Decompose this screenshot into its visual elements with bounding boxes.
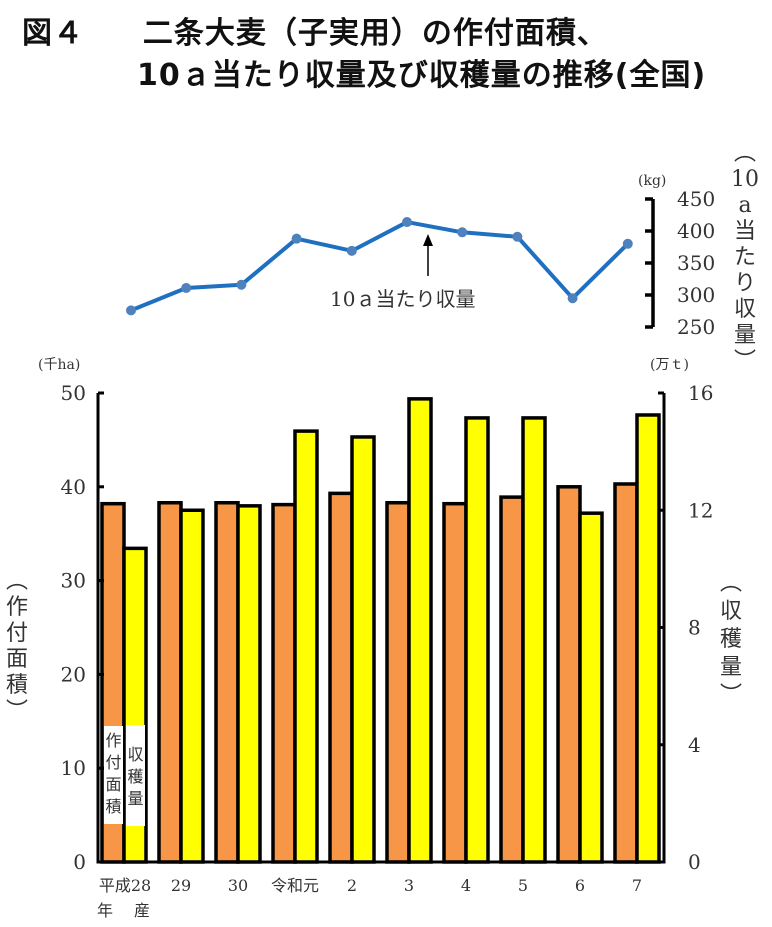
left-axis-title-char: 作 <box>6 595 28 620</box>
yield-axis-unit: (kg) <box>638 173 666 189</box>
yield-marker <box>512 231 523 242</box>
bar-area <box>328 491 354 864</box>
yield-axis-title-char: 10 <box>731 167 759 192</box>
right-axis-title-char: 穫 <box>720 627 742 652</box>
left-axis-tick-label: 0 <box>73 850 86 874</box>
x-axis-label: 29 <box>171 876 191 895</box>
bar-area <box>271 502 297 864</box>
chart-title-line2: 10ａ当たり収量及び収穫量の推移(全国) <box>137 58 707 93</box>
right-axis-tick-label: 12 <box>688 498 713 522</box>
x-axis-label-san: 産 <box>134 901 150 920</box>
title-text-1: 二条大麦（子実用）の作付面積、 <box>142 16 608 51</box>
right-axis-title-char: 量 <box>720 655 742 680</box>
yield-axis-tick-label: 250 <box>677 315 715 339</box>
bar-area <box>613 482 639 864</box>
bar-harvest <box>179 508 205 864</box>
yield-axis-title-char: た <box>734 245 756 270</box>
x-axis-label: 4 <box>461 876 471 895</box>
bar-area <box>157 500 183 864</box>
x-axis-label: 5 <box>518 876 528 895</box>
bar-area <box>499 495 525 864</box>
left-axis-tick-label: 20 <box>61 662 86 686</box>
bar-area <box>214 500 240 864</box>
left-axis-unit: (千ha) <box>38 357 80 373</box>
legend-area-box <box>104 726 123 824</box>
x-axis-label: 令和元 <box>271 876 319 895</box>
yield-line <box>130 220 630 313</box>
x-axis-label: 6 <box>575 876 585 895</box>
left-axis-title-char: ︵ <box>6 569 28 594</box>
x-axis-label: 平成28 <box>99 876 151 895</box>
yield-axis-tick-label: 300 <box>677 283 715 307</box>
bar-harvest <box>521 416 547 864</box>
right-axis-unit: (万ｔ) <box>650 357 689 373</box>
yield-marker <box>567 293 578 304</box>
right-axis-title-char: ︵ <box>720 571 742 596</box>
legend-harvest-label: 量 <box>127 789 143 808</box>
yield-marker <box>181 282 192 293</box>
right-axis-tick-label: 0 <box>688 850 701 874</box>
legend-area-label: 付 <box>105 753 121 772</box>
yield-marker <box>622 238 633 249</box>
bar-harvest <box>407 397 433 864</box>
left-axis-tick-label: 10 <box>61 756 86 780</box>
bar-harvest <box>464 416 490 864</box>
bar-area <box>556 485 582 864</box>
right-axis-title-char: 収 <box>720 599 742 624</box>
x-axis-label: 30 <box>228 876 248 895</box>
x-axis-label: 3 <box>404 876 414 895</box>
right-axis-tick-label: 16 <box>688 381 713 405</box>
annotation-arrow-head <box>423 234 433 246</box>
yield-axis-title-char: り <box>734 271 756 296</box>
yield-axis-tick-label: 400 <box>677 219 715 243</box>
legend-area-label: 面 <box>105 775 121 794</box>
yield-axis-title-char: ︵ <box>734 141 756 166</box>
legend-area-label: 積 <box>105 797 121 816</box>
bar-harvest <box>578 511 604 864</box>
left-axis-title-char: 付 <box>6 621 28 646</box>
left-axis-title-char: 面 <box>6 647 28 672</box>
legend-harvest-label: 収 <box>127 745 143 764</box>
left-axis-tick-label: 40 <box>61 475 86 499</box>
yield-axis-tick-label: 450 <box>677 187 715 211</box>
legend-harvest-box <box>126 725 145 826</box>
yield-axis-title-char: 当 <box>734 219 756 244</box>
yield-axis-title-char: 収 <box>734 297 756 322</box>
chart-title-line1: 図４ 二条大麦（子実用）の作付面積、 <box>22 8 608 52</box>
left-axis-title-char: 積 <box>6 673 28 698</box>
bar-area <box>442 501 468 864</box>
yield-marker <box>126 305 136 316</box>
yield-marker <box>457 227 468 238</box>
x-axis-label-nen: 年 <box>97 901 113 920</box>
right-axis-tick-label: 8 <box>688 616 701 640</box>
bar-harvest <box>635 413 661 864</box>
yield-axis-title-char: a <box>738 193 751 218</box>
right-axis-title-char: ︶ <box>720 683 742 708</box>
left-axis-title-char: ︶ <box>6 699 28 724</box>
left-axis-tick-label: 50 <box>61 381 86 405</box>
yield-marker <box>236 279 247 290</box>
bar-area <box>385 500 411 864</box>
yield-marker <box>402 217 412 228</box>
yield-annotation-label: 10ａ当たり収量 <box>330 287 475 311</box>
bar-harvest <box>350 435 376 864</box>
right-axis-tick-label: 4 <box>688 733 701 757</box>
left-axis-tick-label: 30 <box>61 569 86 593</box>
bar-harvest <box>236 504 262 864</box>
yield-axis-title-char: 量 <box>734 323 756 348</box>
legend-harvest-label: 穫 <box>127 767 143 786</box>
yield-marker <box>291 233 302 244</box>
x-axis-label: 2 <box>347 876 357 895</box>
yield-axis-title-char: ︶ <box>734 349 756 374</box>
yield-marker <box>346 245 357 256</box>
x-axis-label: 7 <box>632 876 642 895</box>
legend-area-label: 作 <box>105 731 121 750</box>
yield-axis-tick-label: 350 <box>677 251 715 275</box>
figure-number: 図４ <box>22 16 84 51</box>
bar-harvest <box>293 429 319 864</box>
